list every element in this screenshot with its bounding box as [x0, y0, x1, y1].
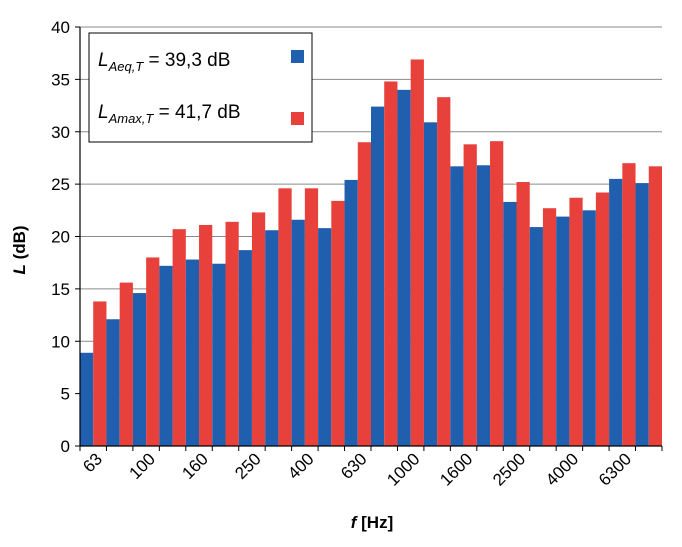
bar-amax-8000 — [648, 166, 662, 446]
x-tick-label: 250 — [231, 449, 264, 482]
bar-aeq-1600 — [450, 166, 464, 446]
bar-amax-1000 — [410, 59, 424, 446]
bar-aeq-63 — [80, 352, 94, 446]
legend-box — [88, 32, 313, 143]
y-tick-label: 40 — [51, 18, 70, 37]
bar-amax-630 — [357, 142, 371, 446]
legend-aeq-subscript: Aeq,T — [108, 59, 145, 74]
bar-aeq-250 — [238, 250, 252, 446]
x-tick-label: 1000 — [383, 449, 423, 489]
bar-amax-3150 — [542, 208, 557, 446]
bar-aeq-8000 — [635, 183, 649, 446]
bar-aeq-500 — [318, 228, 332, 446]
legend-swatch-amax — [291, 112, 304, 125]
legend-aeq-value: = 39,3 dB — [143, 50, 230, 71]
x-tick-label: 160 — [178, 449, 211, 482]
bar-aeq-1000 — [397, 89, 411, 446]
legend-amax-subscript: Amax,T — [108, 111, 155, 126]
bar-amax-250 — [251, 212, 266, 446]
y-tick-label: 5 — [61, 385, 70, 404]
bar-aeq-6300 — [609, 178, 623, 446]
x-tick-label: 400 — [284, 449, 317, 482]
bar-aeq-100 — [132, 293, 147, 446]
bar-amax-4000 — [569, 197, 583, 446]
bar-amax-315 — [278, 188, 292, 446]
bar-amax-63 — [93, 301, 107, 446]
bar-aeq-400 — [291, 219, 305, 446]
y-tick-label: 10 — [51, 332, 70, 351]
x-axis-title-symbol: f — [351, 513, 359, 532]
legend-label-amax: LAmax,T = 41,7 dB — [98, 102, 241, 126]
legend: LAeq,T = 39,3 dB LAmax,T = 41,7 dB — [88, 32, 313, 143]
bar-aeq-630 — [344, 179, 358, 446]
bar-amax-100 — [146, 257, 160, 446]
bar-aeq-2000 — [476, 165, 491, 446]
bar-amax-5000 — [595, 192, 610, 446]
x-tick-label: 630 — [337, 449, 370, 482]
x-axis-title: f [Hz] — [351, 513, 394, 532]
legend-swatch-aeq — [291, 50, 304, 63]
x-tick-label: 63 — [79, 449, 106, 476]
y-axis-title: L (dB) — [10, 225, 29, 274]
bar-amax-125 — [172, 229, 186, 446]
bar-amax-2500 — [516, 182, 530, 446]
legend-aeq-symbol: L — [98, 50, 109, 71]
legend-amax-value: = 41,7 dB — [153, 102, 240, 123]
y-axis-title-symbol: L — [10, 264, 29, 274]
bar-aeq-200 — [212, 263, 226, 446]
bar-amax-1250 — [437, 97, 451, 447]
x-axis-title-unit: [Hz] — [356, 513, 393, 532]
bar-amax-6300 — [622, 163, 636, 447]
y-tick-labels: 0 5 10 15 20 25 30 35 40 — [51, 18, 70, 456]
bar-aeq-800 — [371, 106, 385, 447]
y-tick-label: 30 — [51, 123, 70, 142]
bar-amax-200 — [225, 221, 239, 446]
bar-aeq-5000 — [582, 210, 596, 446]
bar-amax-400 — [304, 188, 319, 446]
bar-amax-2000 — [490, 141, 504, 447]
x-tick-label: 6300 — [595, 449, 635, 489]
bars — [80, 59, 662, 447]
axes — [75, 26, 663, 451]
y-tick-label: 20 — [51, 228, 70, 247]
x-tick-label: 100 — [125, 449, 158, 482]
bar-aeq-2500 — [503, 201, 517, 446]
bar-aeq-3150 — [529, 227, 543, 446]
bar-amax-160 — [199, 224, 213, 446]
x-tick-labels: 63 100 160 250 400 630 1000 1600 2500 4000 6300 — [79, 449, 635, 489]
bar-aeq-80 — [106, 319, 120, 446]
bar-amax-1600 — [463, 144, 477, 446]
bar-aeq-160 — [185, 259, 200, 446]
bar-aeq-125 — [159, 265, 173, 446]
bar-amax-800 — [384, 81, 398, 446]
x-tick-label: 1600 — [436, 449, 476, 489]
x-tick-label: 2500 — [489, 449, 529, 489]
legend-amax-symbol: L — [98, 102, 109, 123]
bar-amax-500 — [331, 200, 345, 446]
bar-aeq-1250 — [423, 122, 438, 446]
bar-aeq-315 — [265, 230, 279, 446]
x-tick-label: 4000 — [542, 449, 582, 489]
legend-label-aeq: LAeq,T = 39,3 dB — [98, 50, 230, 74]
y-tick-label: 15 — [51, 280, 70, 299]
y-tick-label: 0 — [61, 437, 70, 456]
bar-amax-80 — [119, 282, 133, 446]
y-tick-label: 35 — [51, 70, 70, 89]
y-tick-label: 25 — [51, 175, 70, 194]
y-axis-title-unit: (dB) — [10, 225, 29, 264]
bar-aeq-4000 — [556, 216, 570, 446]
